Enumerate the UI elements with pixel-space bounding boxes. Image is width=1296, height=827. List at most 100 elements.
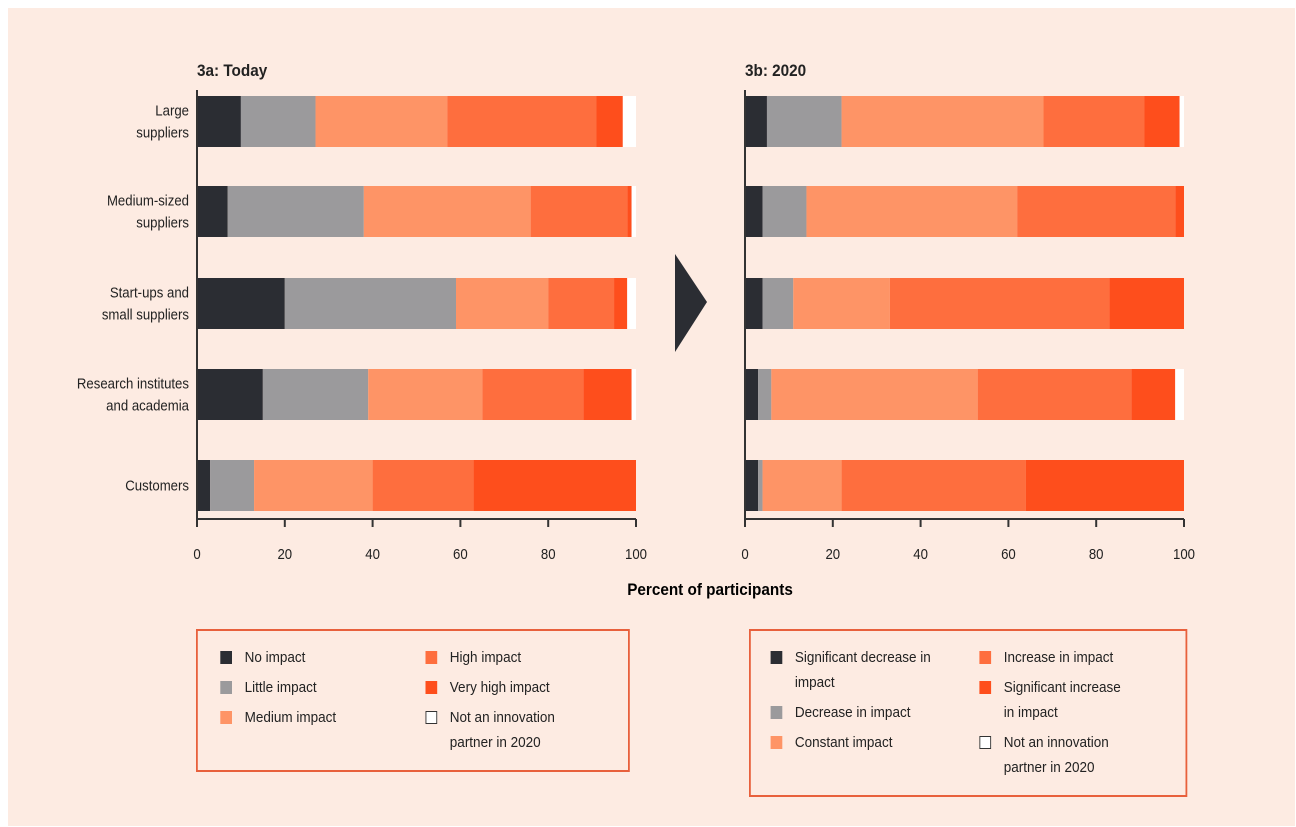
x-axis-label: Percent of participants	[627, 580, 793, 599]
x-tick-label: 100	[625, 545, 647, 562]
bar-segment-customers-no-impact	[197, 460, 211, 511]
bar-segment-medium-sized-suppliers-constant-impact	[806, 186, 1018, 237]
bar-segment-research-institutes-and-academia-very-high-impact	[583, 369, 632, 420]
bar-segment-large-suppliers-not-an-innovation-partner-in-2020	[1179, 96, 1184, 147]
legend-item-future: Increase in impact	[979, 645, 1186, 670]
category-label-large-suppliers: Large	[155, 102, 189, 119]
bar-segment-customers-decrease-in-impact	[758, 460, 763, 511]
x-tick-label: 60	[1001, 545, 1016, 562]
legend-swatch	[979, 736, 992, 749]
legend-swatch	[770, 706, 783, 719]
bar-segment-medium-sized-suppliers-significant-decrease-in-impact	[745, 186, 763, 237]
bar-segment-research-institutes-and-academia-significant-decrease-in-impact	[745, 369, 759, 420]
legend-swatch	[770, 651, 783, 664]
bar-segment-large-suppliers-not-an-innovation-partner-in-2020	[622, 96, 636, 147]
legend-label: Medium impact	[244, 709, 337, 726]
legend-item-future: Significant increase in impact	[979, 675, 1132, 725]
bar-segment-customers-high-impact	[372, 460, 474, 511]
x-tick-label: 40	[913, 545, 928, 562]
legend-label: Increase in impact	[1003, 649, 1114, 666]
bar-segment-customers-increase-in-impact	[841, 460, 1026, 511]
bar-segment-customers-very-high-impact	[473, 460, 636, 511]
bar-segment-medium-sized-suppliers-not-an-innovation-partner-in-2020	[631, 186, 636, 237]
bar-segment-start-ups-and-small-suppliers-not-an-innovation-partner-in-2020	[627, 278, 636, 329]
bar-segment-large-suppliers-decrease-in-impact	[766, 96, 842, 147]
bar-segment-large-suppliers-constant-impact	[841, 96, 1044, 147]
legend-swatch	[425, 681, 438, 694]
bar-segment-start-ups-and-small-suppliers-very-high-impact	[614, 278, 628, 329]
legend-label: No impact	[244, 649, 306, 666]
legend-item-today: Medium impact	[220, 705, 418, 730]
bar-segment-medium-sized-suppliers-medium-impact	[363, 186, 531, 237]
bar-segment-start-ups-and-small-suppliers-no-impact	[197, 278, 285, 329]
bar-segment-large-suppliers-significant-increase-in-impact	[1144, 96, 1180, 147]
bar-segment-start-ups-and-small-suppliers-constant-impact	[793, 278, 890, 329]
x-tick-label: 100	[1173, 545, 1195, 562]
x-tick-label: 0	[193, 545, 200, 562]
bar-segment-customers-significant-decrease-in-impact	[745, 460, 759, 511]
panel-title-2020: 3b: 2020	[745, 61, 806, 80]
legend-label: High impact	[449, 649, 522, 666]
bar-segment-large-suppliers-medium-impact	[315, 96, 448, 147]
bar-segment-research-institutes-and-academia-high-impact	[482, 369, 584, 420]
legend-today: No impact Little impact Medium impact High …	[196, 629, 630, 772]
legend-item-future: Significant decrease in impact	[770, 645, 942, 695]
bar-segment-customers-constant-impact	[762, 460, 842, 511]
category-label-research-institutes-and-academia: Research institutes	[77, 375, 189, 392]
bar-segment-research-institutes-and-academia-not-an-innovation-partner-in-2020	[631, 369, 636, 420]
arrow-icon	[675, 254, 707, 352]
legend-item-today: High impact	[425, 645, 633, 670]
legend-item-future: Decrease in impact	[770, 700, 969, 725]
x-tick-label: 80	[1089, 545, 1104, 562]
bar-segment-start-ups-and-small-suppliers-decrease-in-impact	[762, 278, 794, 329]
bar-segment-customers-medium-impact	[254, 460, 373, 511]
category-label-medium-sized-suppliers: Medium-sized	[107, 192, 189, 209]
panel-title-today: 3a: Today	[197, 61, 267, 80]
bar-segment-research-institutes-and-academia-not-an-innovation-partner-in-2020	[1175, 369, 1184, 420]
stacked-bar-charts: 3a: Today Large suppliers Medium-sized suppl…	[77, 61, 1195, 599]
legend-label: Significant increase in impact	[1003, 679, 1121, 721]
legend-swatch	[220, 711, 232, 724]
legend-swatch	[425, 711, 438, 724]
legend-item-today: Not an innovation partner in 2020	[425, 705, 570, 755]
legend-label: Significant decrease in impact	[794, 649, 931, 691]
legend-item-today: No impact	[220, 645, 418, 670]
bar-segment-medium-sized-suppliers-little-impact	[227, 186, 364, 237]
category-label-start-ups-and-small-suppliers: Start-ups and	[110, 284, 189, 301]
bar-segment-research-institutes-and-academia-increase-in-impact	[977, 369, 1132, 420]
legend-swatch	[220, 681, 232, 694]
legend-item-today: Very high impact	[425, 675, 633, 700]
x-tick-label: 80	[541, 545, 556, 562]
x-tick-label: 0	[741, 545, 748, 562]
category-label-start-ups-and-small-suppliers: small suppliers	[102, 306, 189, 323]
bar-segment-research-institutes-and-academia-constant-impact	[771, 369, 978, 420]
legend-swatch	[979, 681, 992, 694]
legend-item-future: Constant impact	[770, 730, 969, 755]
bar-segment-medium-sized-suppliers-significant-increase-in-impact	[1175, 186, 1184, 237]
bar-segment-start-ups-and-small-suppliers-little-impact	[284, 278, 457, 329]
bar-segment-large-suppliers-little-impact	[240, 96, 316, 147]
bar-segment-start-ups-and-small-suppliers-significant-decrease-in-impact	[745, 278, 763, 329]
bar-segment-research-institutes-and-academia-no-impact	[197, 369, 263, 420]
legend-label: Constant impact	[794, 734, 893, 751]
bar-segment-large-suppliers-high-impact	[447, 96, 597, 147]
legend-swatch	[979, 651, 992, 664]
legend-swatch	[770, 736, 783, 749]
legend-label: Little impact	[244, 679, 317, 696]
bar-segment-customers-significant-increase-in-impact	[1025, 460, 1184, 511]
bar-segment-research-institutes-and-academia-significant-increase-in-impact	[1131, 369, 1176, 420]
bar-segment-start-ups-and-small-suppliers-significant-increase-in-impact	[1109, 278, 1184, 329]
bar-segment-research-institutes-and-academia-medium-impact	[368, 369, 483, 420]
category-label-customers: Customers	[125, 477, 189, 494]
x-tick-label: 40	[365, 545, 380, 562]
legend-label: Not an innovation partner in 2020	[449, 709, 555, 751]
legend-swatch	[220, 651, 232, 664]
bar-segment-start-ups-and-small-suppliers-medium-impact	[456, 278, 549, 329]
category-label-medium-sized-suppliers: suppliers	[136, 214, 189, 231]
bar-segment-medium-sized-suppliers-no-impact	[197, 186, 228, 237]
bar-segment-medium-sized-suppliers-very-high-impact	[627, 186, 632, 237]
bar-segment-start-ups-and-small-suppliers-increase-in-impact	[889, 278, 1110, 329]
bar-segment-start-ups-and-small-suppliers-high-impact	[548, 278, 615, 329]
legend-item-future: Not an innovation partner in 2020	[979, 730, 1132, 780]
bar-segment-medium-sized-suppliers-high-impact	[530, 186, 628, 237]
